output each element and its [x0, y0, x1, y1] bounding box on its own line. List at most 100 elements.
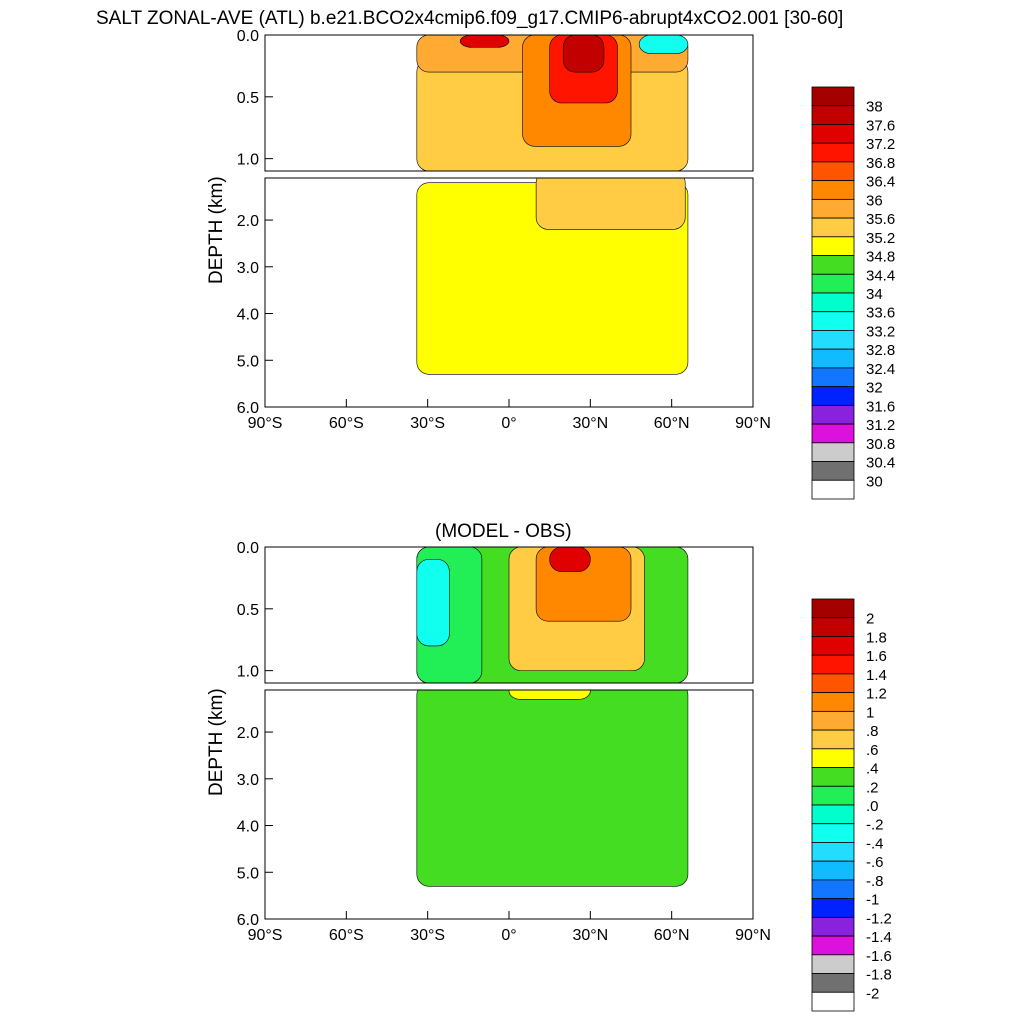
colorbar-label: 32: [866, 380, 883, 397]
colorbar-label: 34.4: [866, 267, 895, 284]
colorbar-label: -1: [866, 892, 879, 909]
colorbar-swatch: [811, 404, 855, 425]
y-tick-label: 3.0: [237, 260, 259, 277]
colorbar-swatch: [811, 767, 855, 787]
y-tick-label: 0.5: [237, 90, 259, 107]
colorbar-label: 33.2: [866, 323, 895, 340]
colorbar-swatch: [811, 236, 855, 256]
data-region-1: [416, 690, 689, 887]
x-tick-label: 60°N: [654, 415, 690, 432]
x-tick-label: 90°N: [735, 415, 771, 432]
colorbar-label: 32.4: [866, 361, 895, 378]
colorbar-label: -1.6: [866, 948, 892, 965]
colorbar-swatch: [811, 161, 855, 182]
colorbar-swatch: [811, 255, 855, 275]
x-tick-label: 90°N: [735, 927, 771, 944]
colorbar-label: 34: [866, 286, 883, 303]
colorbar-label: -2: [866, 985, 879, 1002]
colorbar-label: 30.8: [866, 436, 895, 453]
x-tick-label: 30°S: [410, 415, 445, 432]
data-region-7: [549, 547, 591, 573]
colorbar-swatch: [811, 898, 855, 918]
colorbar-label: 33.6: [866, 305, 895, 322]
chart-panel-1: 0.0 0.5 1.0 2.0 3.0 4.0 5.0 6.090°S 60°S 30°S 0° 30…: [237, 28, 895, 500]
chart-panel-2: 0.00.51.02.03.04.05.06.090°S 60°S 30°S 0° 30…: [237, 540, 892, 1012]
colorbar-label: 31.6: [866, 398, 895, 415]
colorbar-swatch: [811, 217, 855, 238]
y-tick-label: 2.0: [237, 213, 259, 230]
y-tick-label: 4.0: [237, 819, 259, 836]
y-tick-label: 0.0: [237, 28, 259, 45]
data-region-9: [562, 35, 605, 73]
colorbar-label: 34.8: [866, 249, 895, 266]
colorbar-swatch: [811, 636, 855, 656]
difference-panel-title: (MODEL - OBS): [435, 521, 572, 542]
y-tick-label: 4.0: [237, 307, 259, 324]
colorbar-swatch: [811, 991, 855, 1012]
colorbar-label: 37.2: [866, 136, 895, 153]
y-tick-label: 0.5: [237, 602, 259, 619]
colorbar-swatch: [811, 823, 855, 843]
x-tick-label: 30°S: [410, 927, 445, 944]
lower-field: [416, 690, 689, 887]
colorbar-label: 1.8: [866, 629, 887, 646]
colorbar-label: .6: [866, 742, 879, 759]
x-tick-label: 60°N: [654, 927, 690, 944]
x-tick-label: 30°N: [572, 927, 608, 944]
colorbar-swatch: [811, 748, 855, 768]
y-tick-label: 1.0: [237, 664, 259, 681]
colorbar-label: 2: [866, 611, 874, 628]
y-tick-label: 6.0: [237, 400, 259, 417]
colorbar-swatch: [811, 973, 855, 993]
colorbar-swatch: [811, 273, 855, 294]
colorbar-swatch: [811, 423, 855, 444]
colorbar-label: -1.8: [866, 967, 892, 984]
colorbar-label: 38: [866, 99, 883, 116]
colorbar-label: 35.6: [866, 211, 895, 228]
colorbar-label: 36.8: [866, 155, 895, 172]
chart-title: SALT ZONAL-AVE (ATL) b.e21.BCO2x4cmip6.f…: [96, 8, 844, 29]
colorbar-swatch: [811, 617, 855, 637]
colorbar-swatch: [811, 935, 855, 956]
colorbar-label: .4: [866, 761, 879, 778]
colorbar-label: 36: [866, 192, 883, 209]
colorbar-swatch: [811, 804, 855, 825]
colorbar-swatch: [811, 785, 855, 806]
data-region-8: [508, 690, 591, 700]
colorbar-label: .8: [866, 723, 879, 740]
x-tick-label: 60°S: [329, 415, 364, 432]
colorbar-label: -.4: [866, 835, 884, 852]
colorbar-swatch: [811, 479, 855, 500]
colorbar-swatch: [811, 105, 855, 125]
colorbar-label: 1.6: [866, 648, 887, 665]
colorbar-label: -1.4: [866, 929, 892, 946]
colorbar-label: -.8: [866, 873, 884, 890]
colorbar-swatch: [811, 386, 855, 406]
y-tick-label: 5.0: [237, 865, 259, 882]
colorbar-label: 1: [866, 704, 874, 721]
colorbar-label: -.6: [866, 854, 884, 871]
x-tick-label: 90°S: [248, 415, 283, 432]
colorbar-label: 37.6: [866, 117, 895, 134]
colorbar-swatch: [811, 729, 855, 750]
colorbar-swatch: [811, 710, 855, 731]
data-region-4: [416, 559, 450, 647]
colorbar-swatch: [811, 673, 855, 694]
colorbar-label: -1.2: [866, 910, 892, 927]
colorbar-label: 30: [866, 473, 883, 490]
colorbar-swatch: [811, 198, 855, 219]
colorbar-swatch: [811, 916, 855, 937]
colorbar-swatch: [811, 311, 855, 331]
y-tick-label: 1.0: [237, 152, 259, 169]
colorbar-swatch: [811, 860, 855, 881]
upper-frame: [264, 34, 754, 172]
x-tick-label: 30°N: [572, 415, 608, 432]
x-tick-label: 60°S: [329, 927, 364, 944]
colorbar-swatch: [811, 292, 855, 313]
colorbar-label: 30.4: [866, 455, 895, 472]
colorbar-label: 1.2: [866, 686, 887, 703]
colorbar-swatch: [811, 598, 855, 619]
colorbar-swatch: [811, 654, 855, 675]
colorbar-swatch: [811, 124, 855, 144]
